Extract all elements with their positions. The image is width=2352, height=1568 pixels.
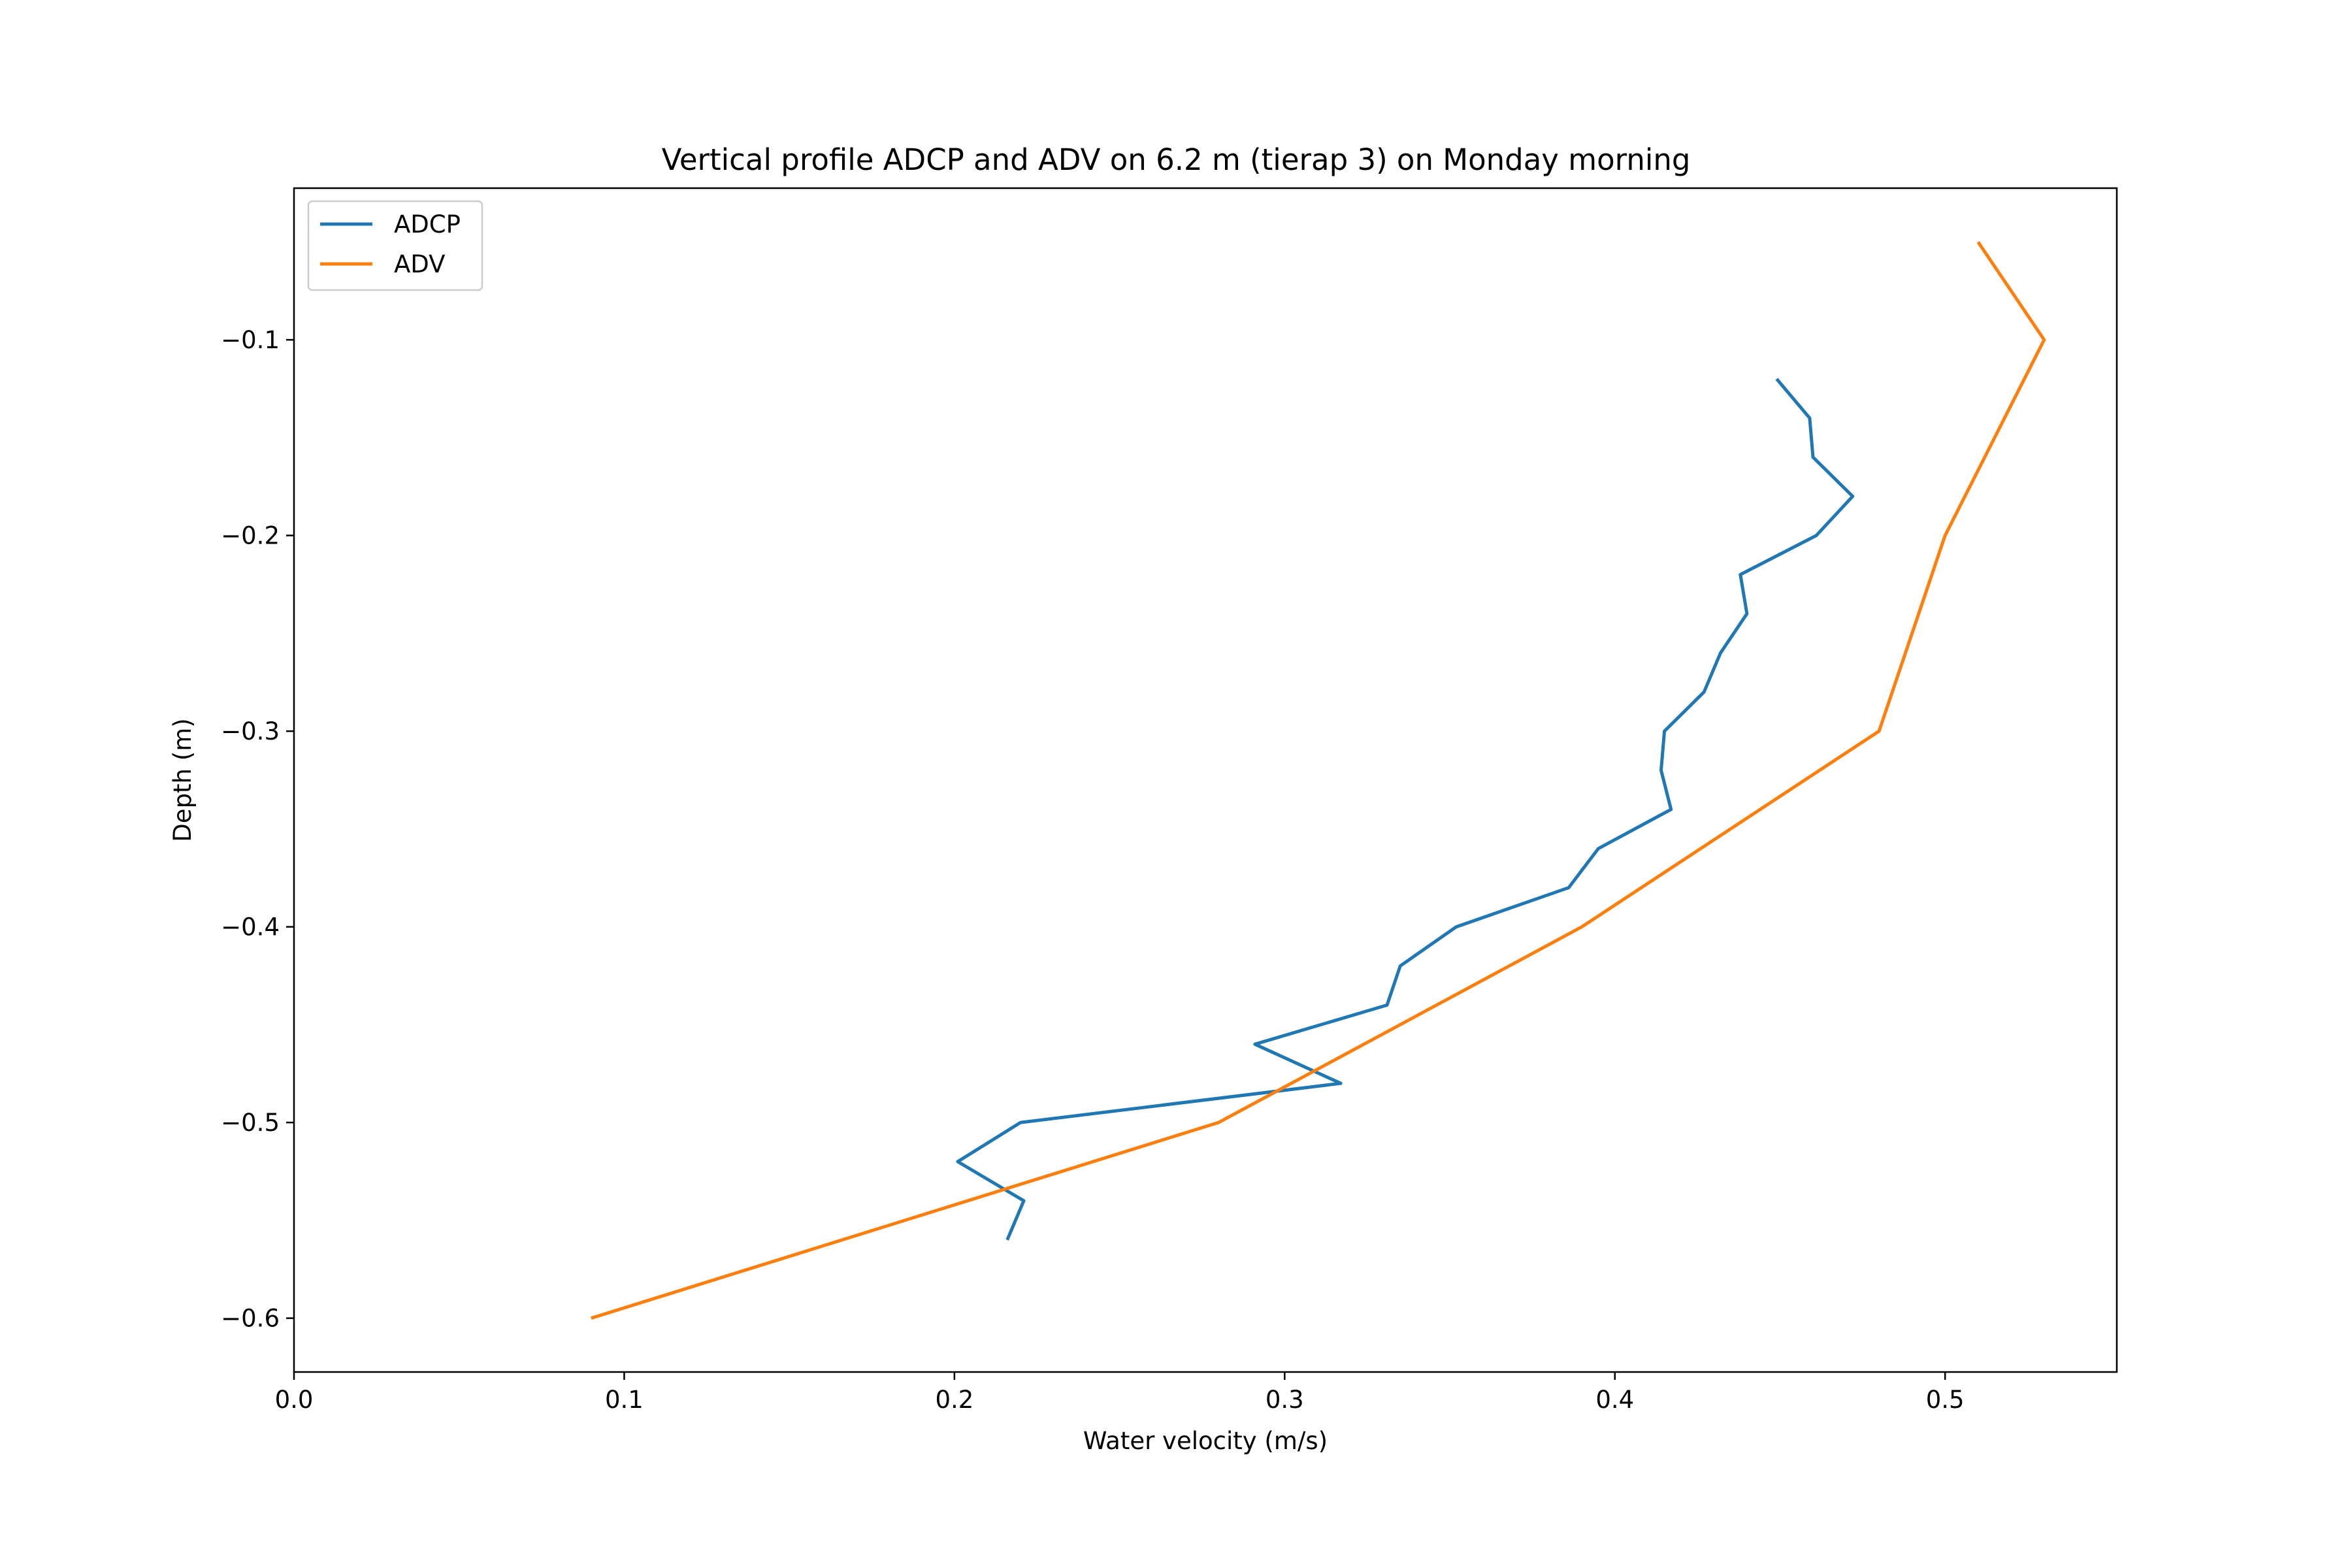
y-tick-label: −0.3 (221, 717, 280, 745)
plot-area (591, 241, 2046, 1320)
y-tick-label: −0.2 (221, 522, 280, 550)
x-axis: 0.0 0.1 0.2 0.3 0.4 0.5 (275, 1372, 1965, 1414)
legend: ADCP ADV (307, 200, 483, 291)
legend-label-adv: ADV (394, 250, 445, 278)
legend-label-adcp: ADCP (394, 210, 461, 238)
x-tick-label: 0.3 (1266, 1386, 1304, 1414)
y-tick-label: −0.5 (221, 1109, 280, 1137)
x-tick-label: 0.5 (1926, 1386, 1965, 1414)
axes-frame (293, 187, 2118, 1373)
y-tick-label: −0.6 (221, 1305, 280, 1333)
x-tick-label: 0.0 (275, 1386, 314, 1414)
chart-title: Vertical profile ADCP and ADV on 6.2 m (… (662, 142, 1691, 177)
x-tick-label: 0.4 (1595, 1386, 1634, 1414)
series-line-adv (591, 241, 2046, 1320)
y-axis-label: Depth (m) (169, 718, 197, 841)
series-line-adcp (956, 378, 1855, 1241)
y-tick-label: −0.1 (221, 326, 280, 354)
x-tick-label: 0.1 (605, 1386, 644, 1414)
y-axis: −0.1 −0.2 −0.3 −0.4 −0.5 −0.6 (221, 326, 294, 1333)
x-axis-label: Water velocity (m/s) (1083, 1427, 1328, 1455)
x-tick-label: 0.2 (935, 1386, 973, 1414)
y-tick-label: −0.4 (221, 913, 280, 941)
